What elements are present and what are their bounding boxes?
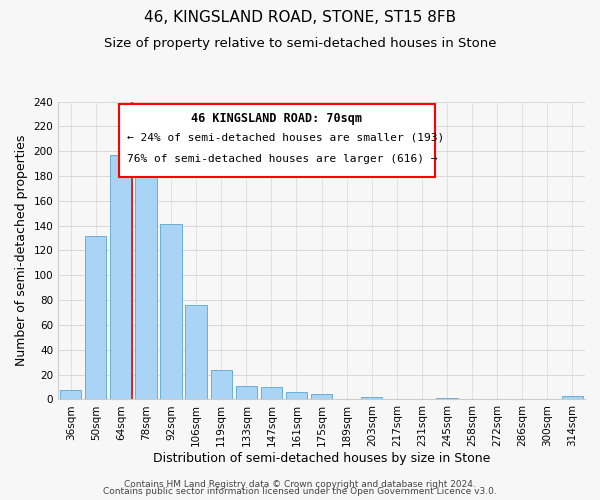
Text: Size of property relative to semi-detached houses in Stone: Size of property relative to semi-detach… — [104, 38, 496, 51]
Y-axis label: Number of semi-detached properties: Number of semi-detached properties — [15, 135, 28, 366]
Text: 46, KINGSLAND ROAD, STONE, ST15 8FB: 46, KINGSLAND ROAD, STONE, ST15 8FB — [144, 10, 456, 25]
Bar — [185, 305, 207, 400]
Text: 76% of semi-detached houses are larger (616) →: 76% of semi-detached houses are larger (… — [127, 154, 437, 164]
Bar — [286, 392, 307, 400]
Bar — [60, 390, 82, 400]
Text: ← 24% of semi-detached houses are smaller (193): ← 24% of semi-detached houses are smalle… — [127, 133, 444, 143]
Bar — [136, 151, 157, 400]
Bar — [110, 155, 131, 400]
Text: Contains public sector information licensed under the Open Government Licence v3: Contains public sector information licen… — [103, 487, 497, 496]
Text: Contains HM Land Registry data © Crown copyright and database right 2024.: Contains HM Land Registry data © Crown c… — [124, 480, 476, 489]
Text: 46 KINGSLAND ROAD: 70sqm: 46 KINGSLAND ROAD: 70sqm — [191, 112, 362, 125]
Bar — [311, 394, 332, 400]
Bar — [361, 397, 382, 400]
Bar — [436, 398, 458, 400]
Bar — [160, 224, 182, 400]
Bar — [236, 386, 257, 400]
Bar — [562, 396, 583, 400]
Bar — [85, 236, 106, 400]
X-axis label: Distribution of semi-detached houses by size in Stone: Distribution of semi-detached houses by … — [153, 452, 490, 465]
Bar — [261, 387, 282, 400]
Bar — [211, 370, 232, 400]
FancyBboxPatch shape — [119, 104, 435, 178]
